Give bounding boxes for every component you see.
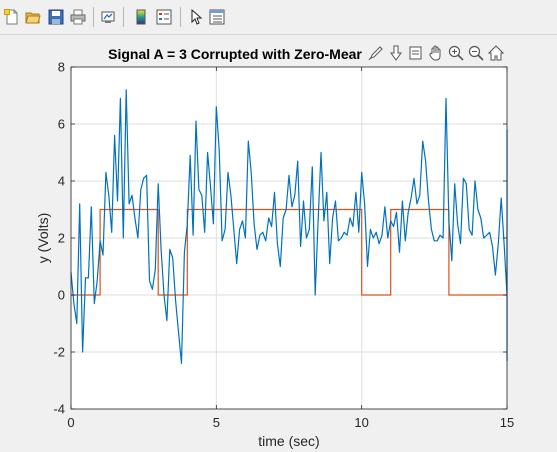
print-icon[interactable] [69, 8, 87, 26]
y-axis-label: y (Volts) [35, 213, 51, 264]
toolbar-separator [180, 7, 181, 27]
property-inspector-icon[interactable] [208, 8, 226, 26]
data-tips-icon[interactable] [387, 44, 405, 62]
axis-ticks: 0 5 10 15 -4 -2 0 2 4 6 8 [53, 60, 514, 431]
x-tick-label: 15 [500, 415, 514, 430]
export-icon[interactable] [407, 44, 425, 62]
y-tick-label: 4 [58, 174, 65, 189]
y-tick-label: -2 [53, 345, 65, 360]
y-tick-label: 6 [58, 117, 65, 132]
save-icon[interactable] [47, 8, 65, 26]
x-tick-label: 0 [67, 415, 74, 430]
x-tick-label: 5 [213, 415, 220, 430]
colorbar-icon[interactable] [132, 8, 150, 26]
new-figure-icon[interactable] [3, 8, 21, 26]
x-tick-label: 10 [354, 415, 368, 430]
y-tick-label: -4 [53, 402, 65, 417]
toolbar-separator [93, 7, 94, 27]
edit-plot-arrow-icon[interactable] [187, 8, 205, 26]
pan-hand-icon[interactable] [427, 44, 445, 62]
x-axis-label: time (sec) [258, 433, 319, 449]
y-tick-label: 8 [58, 60, 65, 75]
figure-toolbar [0, 0, 557, 35]
brush-icon[interactable] [367, 44, 385, 62]
legend-icon[interactable] [155, 8, 173, 26]
link-plot-icon[interactable] [99, 8, 117, 26]
y-tick-label: 2 [58, 231, 65, 246]
zoom-in-icon[interactable] [447, 44, 465, 62]
toolbar-separator [123, 7, 124, 27]
zoom-out-icon[interactable] [467, 44, 485, 62]
open-file-icon[interactable] [24, 8, 42, 26]
y-tick-label: 0 [58, 288, 65, 303]
home-icon[interactable] [487, 44, 505, 62]
chart-title: Signal A = 3 Corrupted with Zero-Mear [108, 46, 362, 62]
